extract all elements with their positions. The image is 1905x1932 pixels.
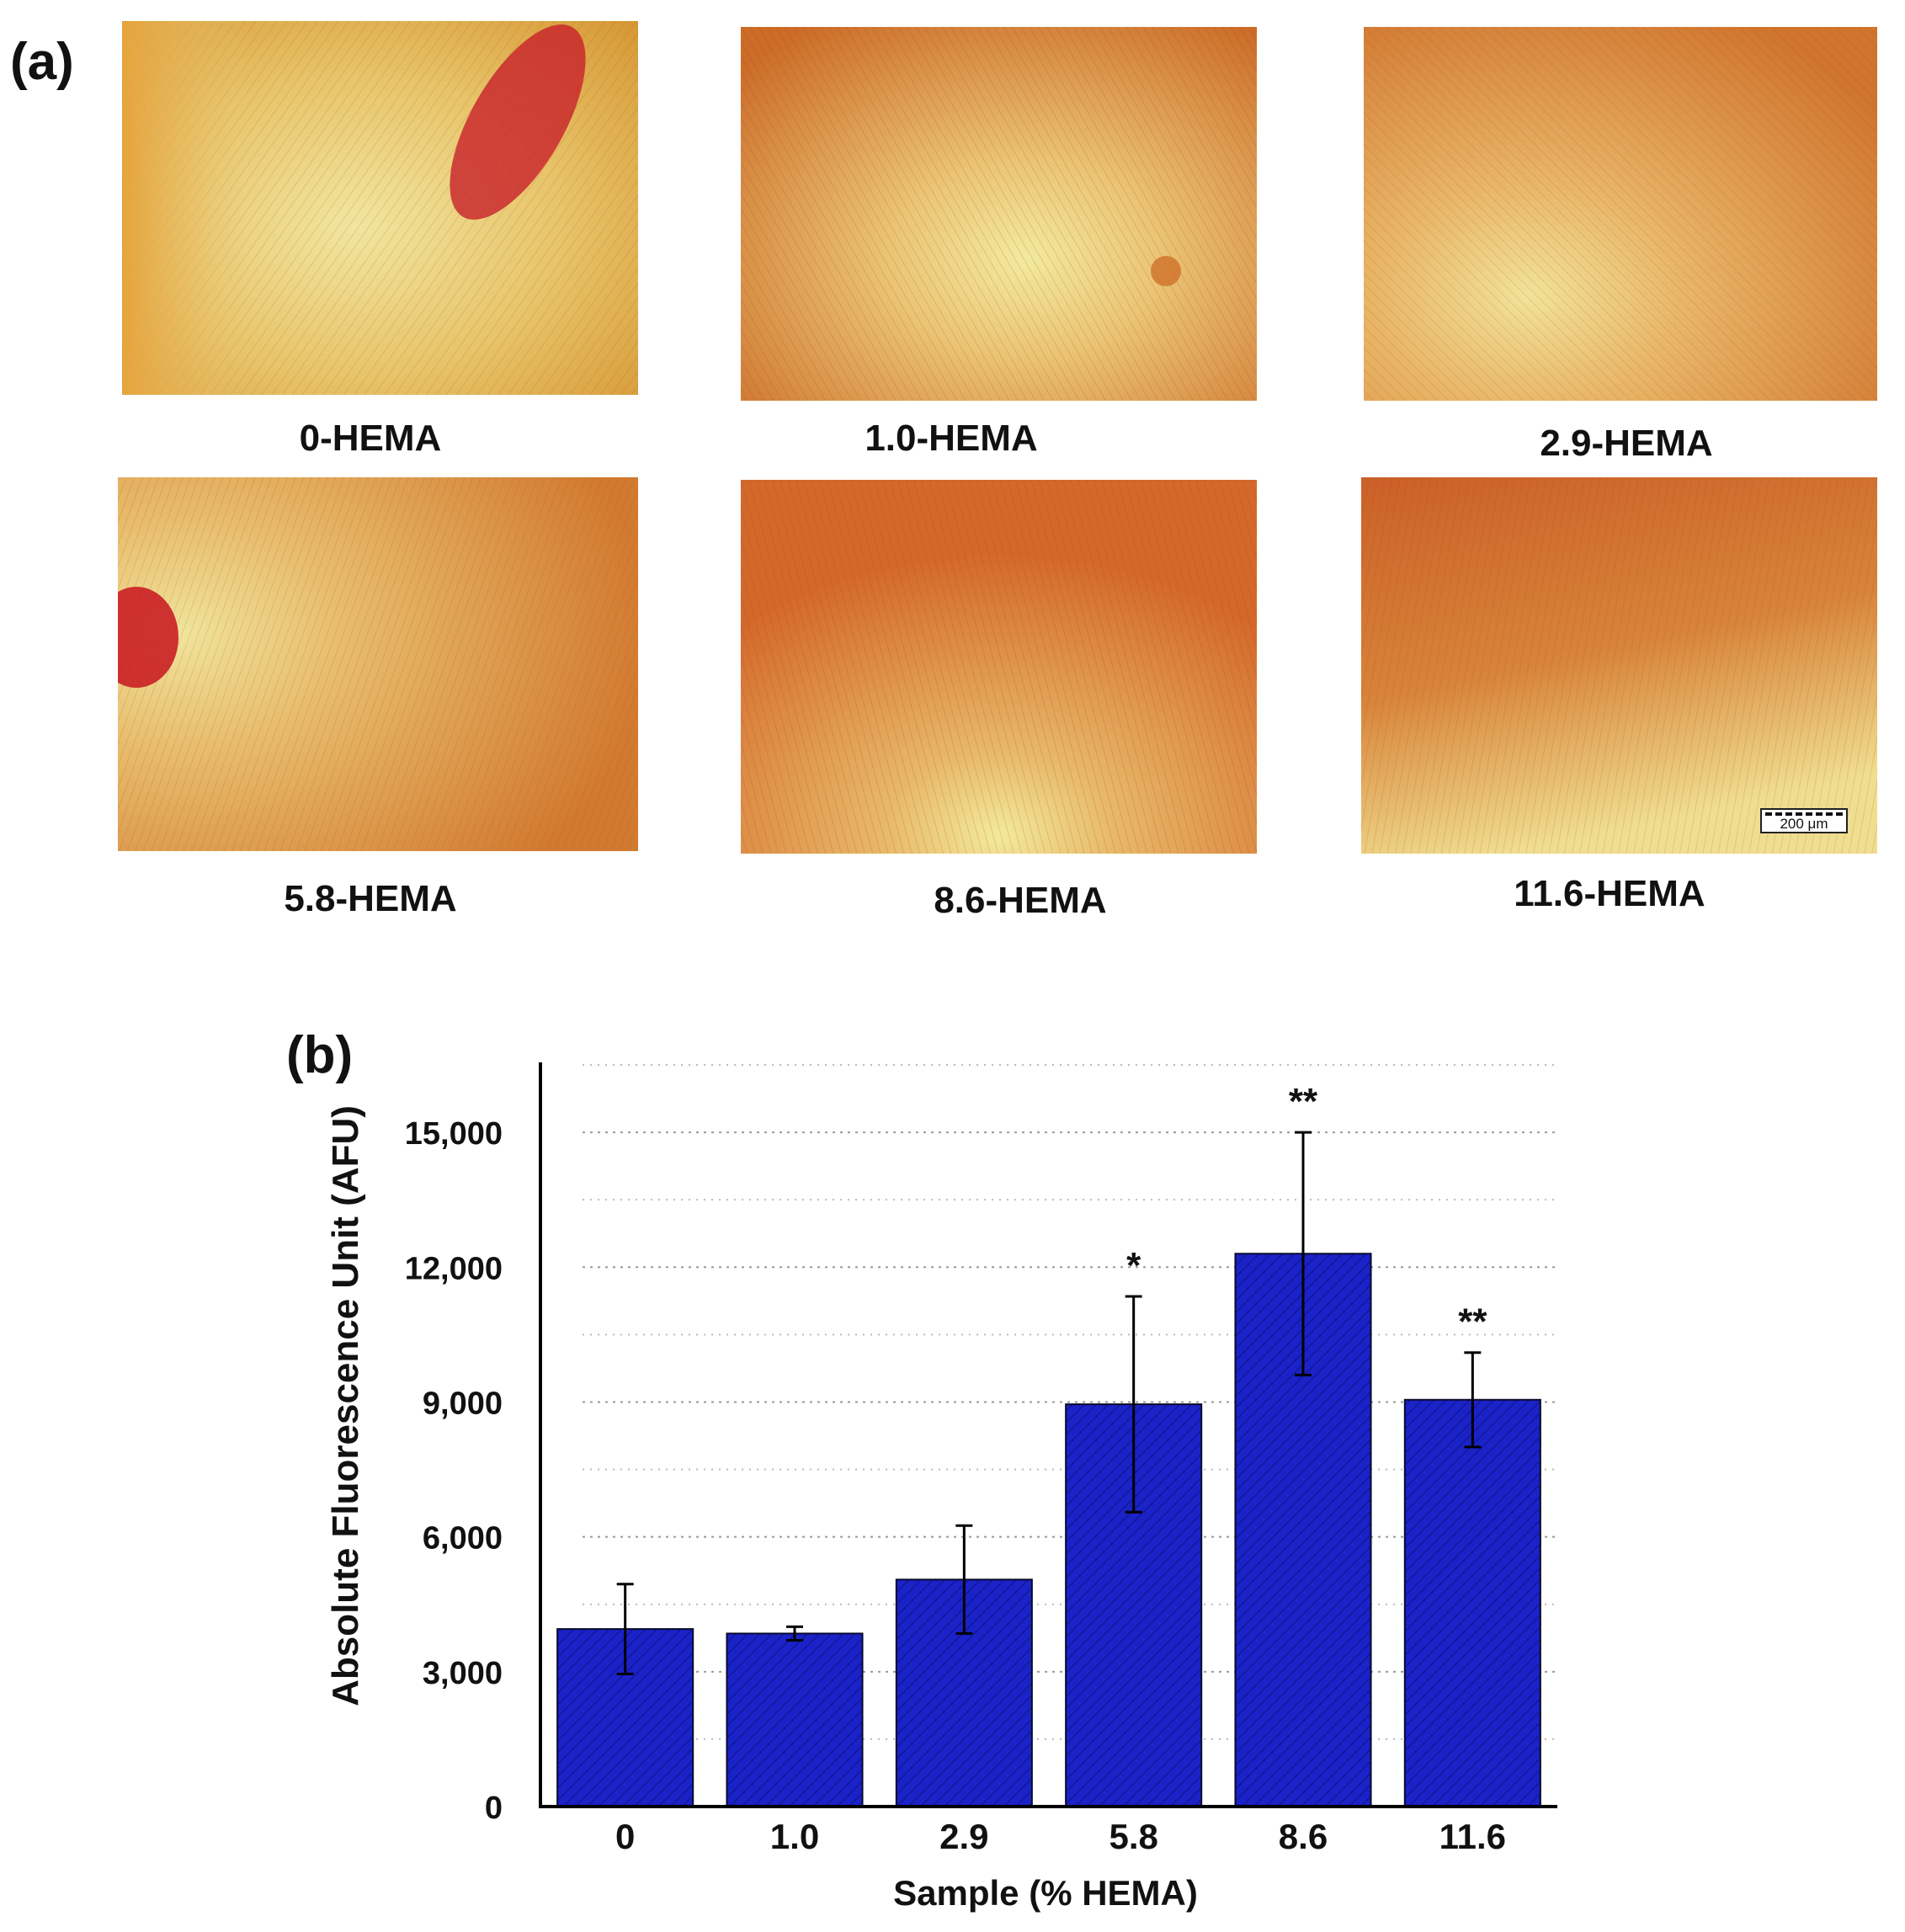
x-tick-label: 5.8: [1109, 1817, 1157, 1856]
caption-0-hema: 0-HEMA: [299, 418, 442, 459]
grid-lines: [583, 1064, 1557, 1740]
y-tick-label: 0: [485, 1791, 503, 1826]
micrograph-5-8-hema: [118, 477, 638, 851]
caption-11-6-hema: 11.6-HEMA: [1514, 873, 1705, 914]
micrograph-8-6-hema: [741, 480, 1257, 854]
x-tick-label: 0: [615, 1817, 635, 1856]
y-axis-label: Absolute Fluorescence Unit (AFU): [325, 1105, 366, 1706]
x-tick-label: 2.9: [939, 1817, 988, 1856]
y-tick-label: 12,000: [405, 1251, 503, 1286]
y-tick-label: 15,000: [405, 1116, 503, 1152]
x-axis-label: Sample (% HEMA): [893, 1873, 1198, 1913]
bar-hatch: [1404, 1399, 1540, 1807]
significance-marker: **: [1458, 1301, 1487, 1343]
micrograph-1-0-hema: [741, 27, 1257, 401]
scale-bar: 200 μm: [1760, 808, 1848, 833]
y-tick-label: 6,000: [423, 1521, 503, 1557]
caption-1-0-hema: 1.0-HEMA: [865, 418, 1038, 459]
micrograph-2-9-hema: [1364, 27, 1877, 401]
micrograph-11-6-hema: 200 μm: [1361, 477, 1877, 854]
caption-5-8-hema: 5.8-HEMA: [284, 878, 457, 919]
y-tick-label: 3,000: [423, 1656, 503, 1691]
significance-marker: *: [1126, 1245, 1141, 1286]
caption-8-6-hema: 8.6-HEMA: [934, 880, 1107, 921]
panel-a-label: (a): [10, 33, 74, 91]
panel-b-label: (b): [286, 1026, 354, 1084]
x-tick-label: 1.0: [770, 1817, 819, 1856]
x-tick-label: 8.6: [1279, 1817, 1328, 1856]
significance-marker: **: [1289, 1081, 1318, 1122]
caption-2-9-hema: 2.9-HEMA: [1540, 423, 1713, 464]
axes: 0 1.0 2.9 5.8 8.6 11.6 0 3,000 6,000 9,000 12,000 1…: [405, 1062, 1557, 1856]
bar-hatch: [726, 1633, 863, 1807]
bars: *****: [556, 1081, 1541, 1808]
y-tick-label: 9,000: [423, 1386, 503, 1421]
micrograph-0-hema: [122, 21, 638, 395]
x-tick-label: 11.6: [1439, 1817, 1506, 1856]
